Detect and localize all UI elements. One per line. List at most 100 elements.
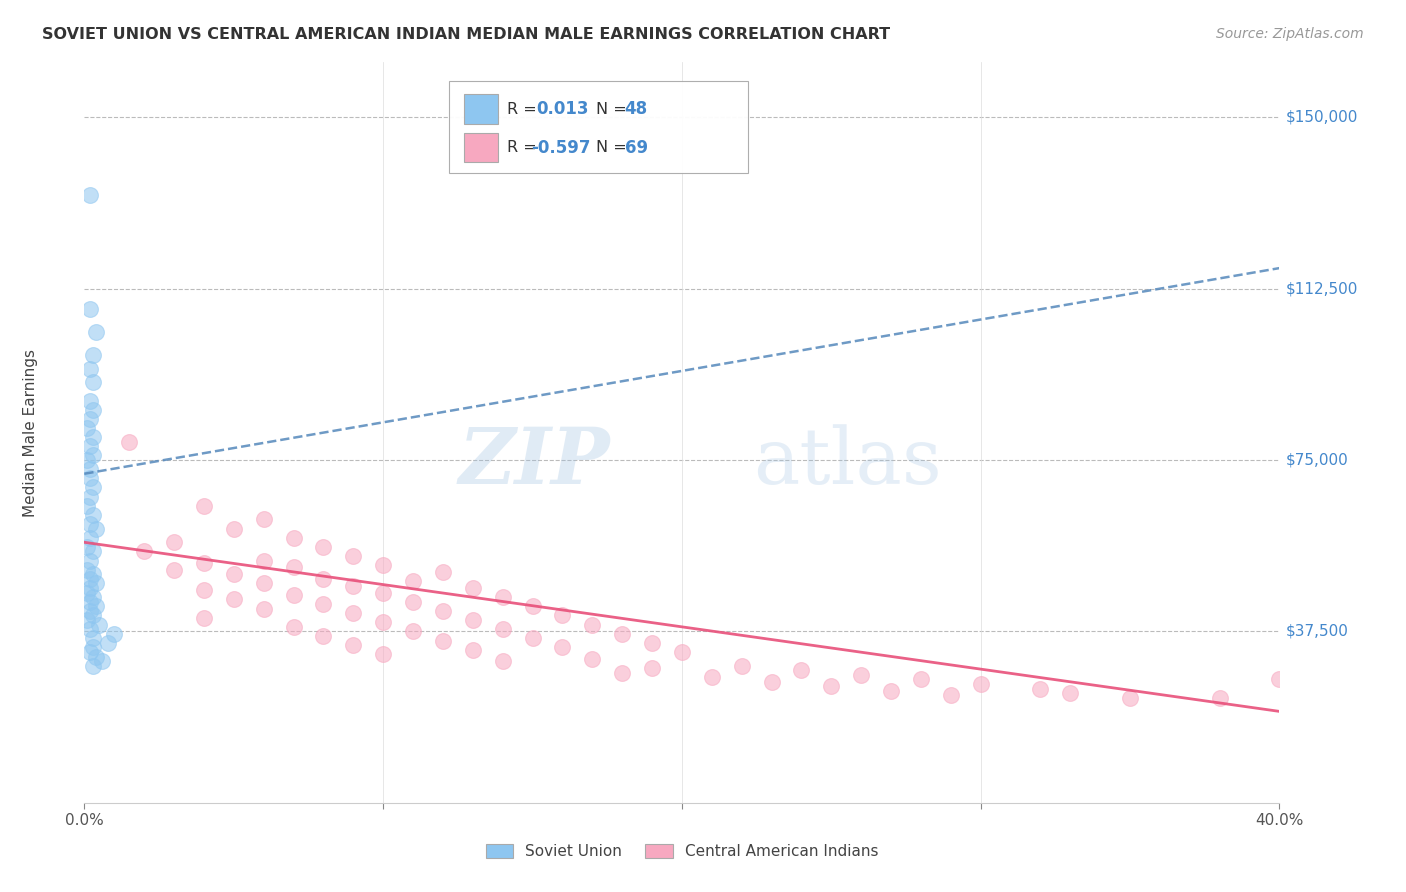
Point <box>461 581 484 595</box>
Point <box>283 531 305 545</box>
Point <box>612 665 634 680</box>
Point <box>193 611 215 625</box>
Point <box>342 579 364 593</box>
Point <box>91 654 114 668</box>
Text: Source: ZipAtlas.com: Source: ZipAtlas.com <box>1216 27 1364 41</box>
Point <box>970 677 993 691</box>
Point <box>222 567 245 582</box>
Text: atlas: atlas <box>754 425 942 500</box>
Point <box>76 585 98 599</box>
Text: 0.013: 0.013 <box>536 100 589 118</box>
Point <box>402 624 425 639</box>
Point <box>193 556 215 570</box>
Point <box>82 402 104 417</box>
Point <box>283 588 305 602</box>
Text: R =: R = <box>508 140 537 155</box>
Point <box>82 430 104 444</box>
Point <box>163 535 186 549</box>
Point <box>641 661 664 675</box>
Point <box>551 608 574 623</box>
Point <box>82 376 104 390</box>
Point <box>522 599 544 614</box>
Point <box>76 613 98 627</box>
Point <box>79 302 101 317</box>
Point <box>82 449 104 463</box>
Point <box>461 642 484 657</box>
Point <box>910 673 932 687</box>
Point <box>402 595 425 609</box>
Point <box>1059 686 1081 700</box>
Point <box>312 572 335 586</box>
Point <box>222 522 245 536</box>
Point <box>253 553 276 567</box>
Point <box>76 563 98 577</box>
Point <box>86 599 108 614</box>
Point <box>253 512 276 526</box>
Point <box>283 620 305 634</box>
Text: N =: N = <box>596 102 627 117</box>
Point <box>82 632 104 646</box>
Point <box>76 453 98 467</box>
Point <box>79 393 101 408</box>
Text: $112,500: $112,500 <box>1285 281 1358 296</box>
Point <box>79 462 101 476</box>
Point <box>82 658 104 673</box>
Point <box>86 522 108 536</box>
Point <box>76 499 98 513</box>
Point <box>342 638 364 652</box>
Text: Median Male Earnings: Median Male Earnings <box>22 349 38 516</box>
Point <box>312 629 335 643</box>
Point <box>79 361 101 376</box>
Point <box>731 658 754 673</box>
Point <box>82 640 104 655</box>
Point <box>82 348 104 362</box>
Point <box>373 647 395 661</box>
Point <box>612 626 634 640</box>
Point <box>163 563 186 577</box>
Point <box>851 668 873 682</box>
Point <box>76 421 98 435</box>
Point <box>86 576 108 591</box>
Text: $37,500: $37,500 <box>1285 624 1348 639</box>
Text: 48: 48 <box>624 100 648 118</box>
Point <box>82 608 104 623</box>
Point <box>79 439 101 453</box>
Point <box>1119 690 1142 705</box>
Text: ZIP: ZIP <box>458 424 610 500</box>
Point <box>82 480 104 494</box>
Point <box>79 531 101 545</box>
Point <box>373 585 395 599</box>
Point <box>86 649 108 664</box>
Point <box>671 645 693 659</box>
Text: -0.597: -0.597 <box>531 138 591 157</box>
Point <box>86 325 108 339</box>
Point <box>373 558 395 573</box>
Text: N =: N = <box>596 140 627 155</box>
Point <box>761 674 783 689</box>
Point <box>551 640 574 655</box>
Point <box>461 613 484 627</box>
Point <box>79 622 101 636</box>
Point <box>432 565 454 579</box>
Point <box>492 622 515 636</box>
Point <box>103 626 125 640</box>
Point <box>432 604 454 618</box>
Text: SOVIET UNION VS CENTRAL AMERICAN INDIAN MEDIAN MALE EARNINGS CORRELATION CHART: SOVIET UNION VS CENTRAL AMERICAN INDIAN … <box>42 27 890 42</box>
Point <box>253 576 276 591</box>
FancyBboxPatch shape <box>449 81 748 173</box>
FancyBboxPatch shape <box>464 133 498 162</box>
Point <box>283 560 305 574</box>
Point <box>79 595 101 609</box>
Point <box>82 590 104 604</box>
Point <box>312 540 335 554</box>
Point <box>253 601 276 615</box>
Point <box>522 632 544 646</box>
Point <box>492 654 515 668</box>
Point <box>79 572 101 586</box>
Point <box>79 412 101 426</box>
Point <box>132 544 156 558</box>
Point <box>79 516 101 531</box>
Text: 69: 69 <box>624 138 648 157</box>
Point <box>79 490 101 504</box>
Point <box>89 617 111 632</box>
